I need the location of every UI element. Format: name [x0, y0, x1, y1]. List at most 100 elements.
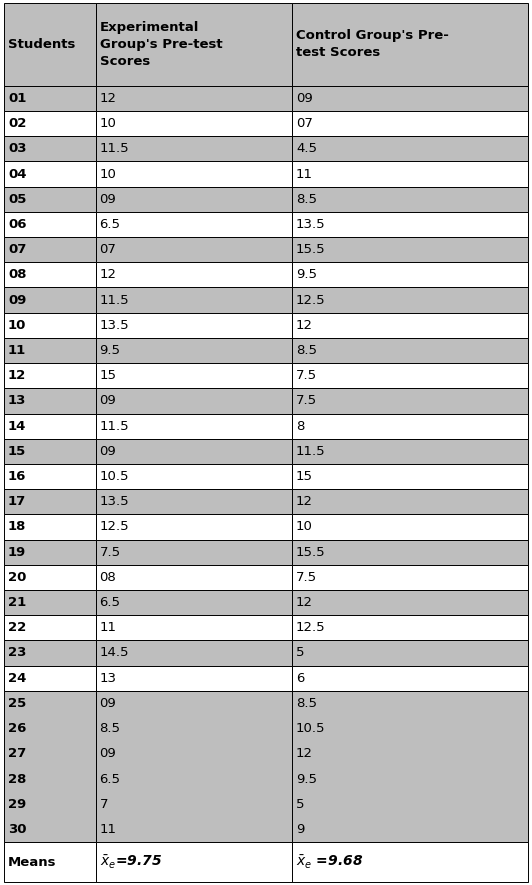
Bar [96, 464, 292, 489]
Text: 15: 15 [8, 445, 26, 458]
Bar [292, 641, 528, 666]
Text: 12: 12 [296, 496, 313, 508]
Bar [4, 514, 96, 540]
Bar [292, 842, 528, 882]
Bar [4, 691, 96, 842]
Bar [292, 439, 528, 464]
Text: 05: 05 [8, 193, 27, 205]
Bar [96, 666, 292, 691]
Bar [292, 288, 528, 312]
Text: 10: 10 [99, 167, 117, 181]
Bar [96, 136, 292, 161]
Bar [96, 111, 292, 136]
Text: 13.5: 13.5 [296, 218, 326, 231]
Text: 22: 22 [8, 621, 26, 635]
Text: 19: 19 [8, 546, 26, 558]
Text: 8: 8 [296, 419, 304, 433]
Text: 5: 5 [296, 646, 304, 659]
Bar [96, 187, 292, 212]
Text: 9.5: 9.5 [99, 344, 121, 357]
Text: 09: 09 [99, 395, 117, 407]
Text: 7.5: 7.5 [296, 395, 317, 407]
Bar [4, 439, 96, 464]
Text: 09: 09 [99, 193, 117, 205]
Bar [4, 338, 96, 363]
Bar [96, 615, 292, 641]
Text: 7.5: 7.5 [296, 571, 317, 584]
Text: 13.5: 13.5 [99, 496, 129, 508]
Bar [292, 691, 528, 842]
Text: 18: 18 [8, 520, 27, 534]
Bar [96, 212, 292, 237]
Text: 8.5: 8.5 [296, 696, 317, 710]
Bar [96, 691, 292, 842]
Text: 9.5: 9.5 [296, 268, 317, 281]
Text: 21: 21 [8, 596, 26, 609]
Bar [292, 3, 528, 86]
Text: 27: 27 [8, 747, 26, 760]
Text: 20: 20 [8, 571, 27, 584]
Bar [4, 464, 96, 489]
Text: 8.5: 8.5 [296, 344, 317, 357]
Text: 17: 17 [8, 496, 26, 508]
Text: 06: 06 [8, 218, 27, 231]
Text: 11: 11 [8, 344, 26, 357]
Text: 01: 01 [8, 92, 27, 105]
Text: 9: 9 [296, 823, 304, 836]
Bar [4, 262, 96, 288]
Text: 15: 15 [296, 470, 313, 483]
Bar [96, 641, 292, 666]
Bar [292, 540, 528, 565]
Text: 15: 15 [99, 369, 117, 382]
Text: 8.5: 8.5 [296, 193, 317, 205]
Text: 24: 24 [8, 672, 27, 685]
Bar [292, 237, 528, 262]
Bar [292, 615, 528, 641]
Bar [96, 389, 292, 413]
Bar [4, 187, 96, 212]
Text: 23: 23 [8, 646, 27, 659]
Bar [292, 489, 528, 514]
Bar [292, 363, 528, 389]
Text: 12: 12 [296, 747, 313, 760]
Bar [96, 312, 292, 338]
Bar [96, 565, 292, 590]
Text: Means: Means [8, 856, 56, 869]
Bar [96, 86, 292, 111]
Bar [4, 161, 96, 187]
Text: $\bar{x}_e$ =9.68: $\bar{x}_e$ =9.68 [296, 853, 363, 871]
Text: 15.5: 15.5 [296, 243, 326, 256]
Bar [96, 237, 292, 262]
Bar [96, 413, 292, 439]
Bar [292, 389, 528, 413]
Bar [292, 413, 528, 439]
Bar [4, 86, 96, 111]
Text: 07: 07 [8, 243, 27, 256]
Bar [292, 338, 528, 363]
Bar [4, 615, 96, 641]
Text: 14.5: 14.5 [99, 646, 129, 659]
Text: 16: 16 [8, 470, 27, 483]
Text: 29: 29 [8, 797, 26, 811]
Bar [292, 464, 528, 489]
Text: 7.5: 7.5 [296, 369, 317, 382]
Bar [292, 212, 528, 237]
Text: 12: 12 [296, 596, 313, 609]
Bar [4, 312, 96, 338]
Text: 09: 09 [8, 294, 27, 306]
Text: 10: 10 [99, 117, 117, 130]
Text: 25: 25 [8, 696, 26, 710]
Text: 11.5: 11.5 [99, 419, 129, 433]
Bar [292, 590, 528, 615]
Bar [4, 540, 96, 565]
Text: 10: 10 [296, 520, 313, 534]
Bar [96, 842, 292, 882]
Text: 5: 5 [296, 797, 304, 811]
Bar [96, 590, 292, 615]
Bar [4, 237, 96, 262]
Text: 11: 11 [296, 167, 313, 181]
Text: 10: 10 [8, 319, 27, 332]
Bar [96, 3, 292, 86]
Text: 11.5: 11.5 [99, 294, 129, 306]
Text: 12.5: 12.5 [296, 294, 326, 306]
